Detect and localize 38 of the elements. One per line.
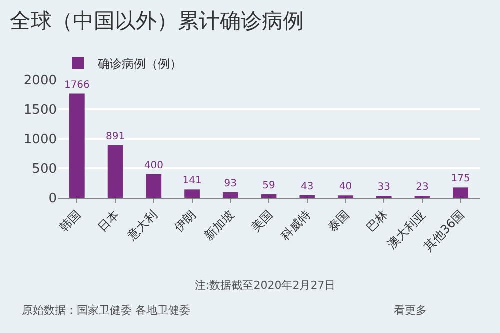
bar — [70, 94, 85, 198]
data-label: 175 — [451, 174, 470, 185]
chart-title: 全球（中国以外）累计确诊病例 — [10, 9, 304, 34]
legend-label: 确诊病例（例） — [97, 56, 182, 71]
bar — [453, 188, 468, 198]
data-label: 891 — [106, 131, 126, 142]
data-label: 40 — [339, 182, 352, 193]
bar — [146, 174, 162, 198]
x-tick-label: 巴林 — [364, 208, 390, 235]
text: 看更多 — [394, 304, 427, 317]
bar — [108, 145, 124, 198]
x-tick-label: 泰国 — [325, 208, 352, 235]
x-tick-label: 新加坡 — [202, 208, 238, 244]
text: 原始数据：国家卫健委 各地卫健委 — [22, 304, 190, 317]
data-label: 93 — [224, 178, 237, 190]
data-label: 33 — [378, 182, 390, 193]
data-label: 23 — [416, 182, 429, 193]
bar — [300, 195, 316, 198]
y-tick-label: 1000 — [24, 132, 57, 148]
data-label: 400 — [144, 160, 164, 172]
x-tick-label: 意大利 — [124, 208, 160, 244]
y-tick-label: 0 — [48, 192, 57, 207]
y-tick-label: 1500 — [24, 103, 57, 118]
x-tick-label: 伊朗 — [172, 208, 199, 235]
x-tick-label: 美国 — [248, 208, 276, 235]
x-tick-label: 韩国 — [56, 208, 84, 235]
y-tick-label: 2000 — [24, 74, 57, 89]
y-tick-label: 500 — [32, 162, 57, 178]
data-label: 1766 — [64, 80, 90, 91]
bar — [261, 194, 277, 198]
data-label: 141 — [182, 176, 202, 187]
bar — [184, 190, 200, 198]
x-tick-label: 日本 — [95, 208, 122, 235]
bar — [222, 192, 238, 198]
data-label: 43 — [301, 181, 314, 192]
text: 注:数据截至2020年2月27日 — [195, 279, 336, 292]
x-tick-label: 科威特 — [278, 208, 314, 244]
data-label: 59 — [262, 180, 276, 192]
